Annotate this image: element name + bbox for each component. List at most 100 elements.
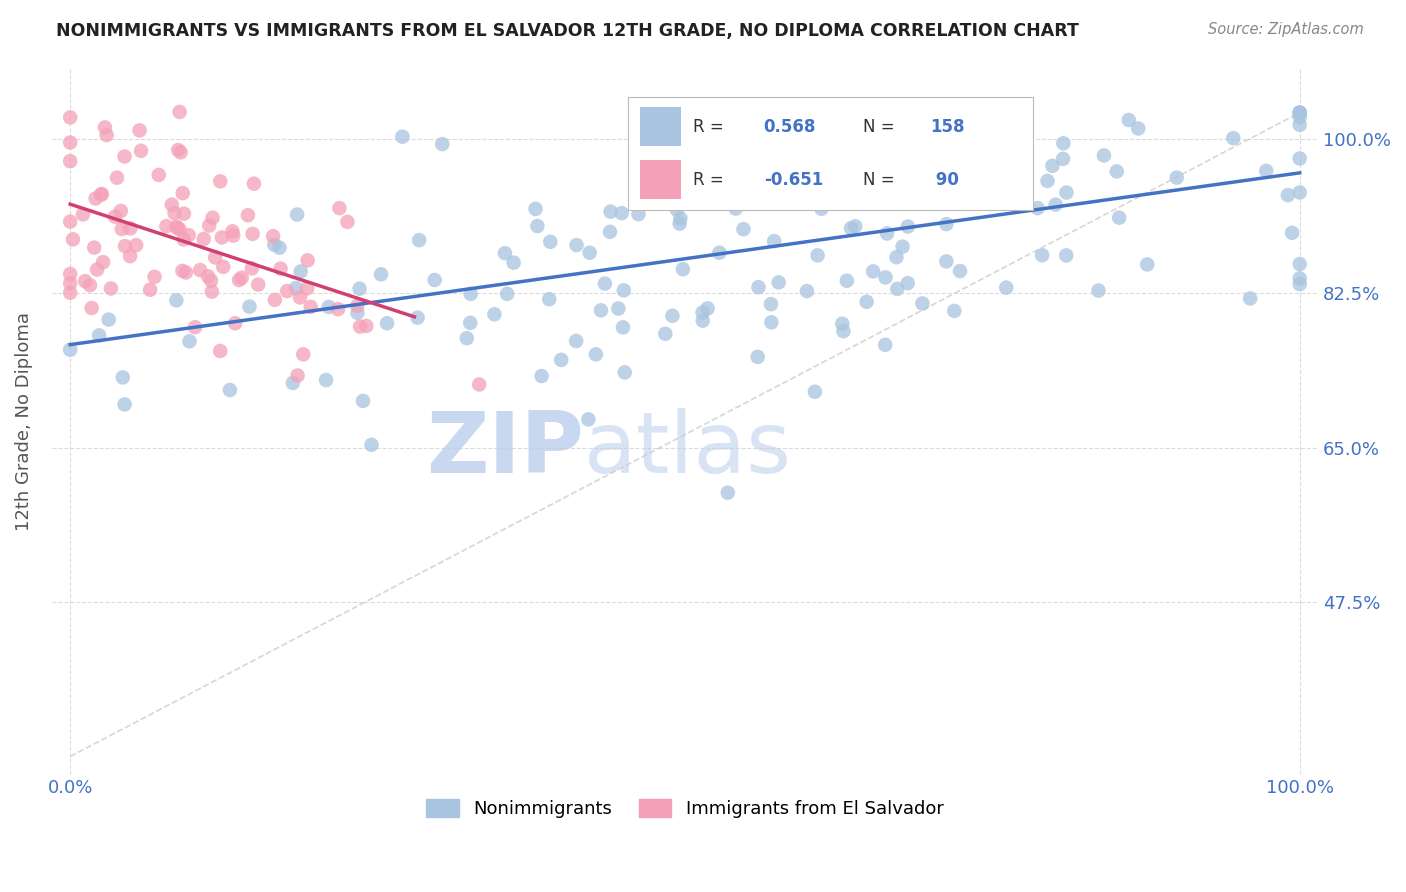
- Point: [281, 376, 304, 390]
- Point: [165, 293, 187, 308]
- Text: atlas: atlas: [583, 408, 792, 491]
- Point: [120, 221, 142, 235]
- Point: [1288, 277, 1310, 292]
- Point: [1288, 152, 1310, 166]
- Point: [240, 261, 263, 276]
- Point: [143, 269, 166, 284]
- Point: [468, 377, 491, 392]
- Point: [75, 274, 97, 288]
- Point: [270, 261, 292, 276]
- Point: [1105, 164, 1128, 178]
- Point: [550, 352, 572, 367]
- Point: [883, 188, 905, 202]
- Point: [96, 128, 118, 142]
- Point: [352, 393, 374, 408]
- Point: [672, 262, 695, 277]
- Point: [169, 222, 191, 236]
- Point: [247, 277, 270, 292]
- Point: [1026, 201, 1049, 215]
- Point: [891, 240, 914, 254]
- Point: [242, 227, 264, 241]
- Point: [706, 168, 728, 182]
- Point: [1281, 226, 1303, 240]
- Point: [1087, 284, 1109, 298]
- Point: [83, 241, 105, 255]
- Point: [886, 250, 908, 264]
- Point: [1128, 121, 1150, 136]
- Point: [295, 281, 318, 295]
- Point: [654, 326, 676, 341]
- Point: [169, 104, 191, 119]
- Point: [222, 228, 245, 243]
- Point: [911, 296, 934, 310]
- Point: [1054, 248, 1077, 262]
- Point: [406, 310, 429, 325]
- Point: [111, 222, 134, 236]
- Point: [1042, 159, 1064, 173]
- Point: [104, 210, 127, 224]
- Point: [231, 270, 253, 285]
- Point: [238, 300, 260, 314]
- Point: [166, 219, 188, 234]
- Point: [759, 297, 782, 311]
- Point: [593, 277, 616, 291]
- Point: [607, 301, 630, 316]
- Point: [224, 316, 246, 330]
- Point: [669, 211, 692, 226]
- Point: [167, 143, 190, 157]
- Point: [200, 274, 222, 288]
- Point: [1288, 105, 1310, 120]
- Point: [114, 149, 136, 163]
- Point: [578, 245, 600, 260]
- Point: [292, 347, 315, 361]
- Point: [695, 105, 717, 120]
- Point: [276, 284, 298, 298]
- Point: [219, 383, 242, 397]
- Point: [408, 233, 430, 247]
- Point: [285, 281, 308, 295]
- Point: [197, 269, 219, 284]
- Point: [1239, 292, 1261, 306]
- Point: [747, 280, 769, 294]
- Point: [901, 171, 924, 186]
- Point: [844, 219, 866, 234]
- Point: [87, 328, 110, 343]
- Point: [761, 315, 783, 329]
- Point: [287, 368, 309, 383]
- Point: [862, 264, 884, 278]
- Point: [538, 235, 561, 249]
- Point: [860, 111, 883, 125]
- Point: [59, 111, 82, 125]
- Point: [875, 270, 897, 285]
- Point: [174, 265, 197, 279]
- Point: [423, 273, 446, 287]
- Point: [661, 309, 683, 323]
- Point: [612, 320, 634, 334]
- Point: [943, 304, 966, 318]
- Point: [432, 137, 454, 152]
- Point: [59, 267, 82, 281]
- Point: [897, 219, 920, 234]
- Point: [1277, 188, 1299, 202]
- Point: [949, 264, 972, 278]
- Point: [886, 282, 908, 296]
- Point: [328, 201, 350, 215]
- Point: [62, 232, 84, 246]
- Point: [858, 190, 880, 204]
- Point: [375, 316, 398, 330]
- Point: [172, 186, 194, 201]
- Point: [974, 105, 997, 120]
- Point: [59, 154, 82, 169]
- Point: [773, 150, 796, 164]
- Point: [236, 208, 259, 222]
- Point: [862, 175, 884, 189]
- Point: [502, 255, 524, 269]
- Point: [1052, 136, 1074, 151]
- Point: [100, 281, 122, 295]
- Point: [288, 290, 311, 304]
- Point: [1288, 105, 1310, 120]
- Point: [243, 177, 266, 191]
- Point: [297, 253, 319, 268]
- Point: [166, 221, 188, 235]
- Point: [90, 187, 112, 202]
